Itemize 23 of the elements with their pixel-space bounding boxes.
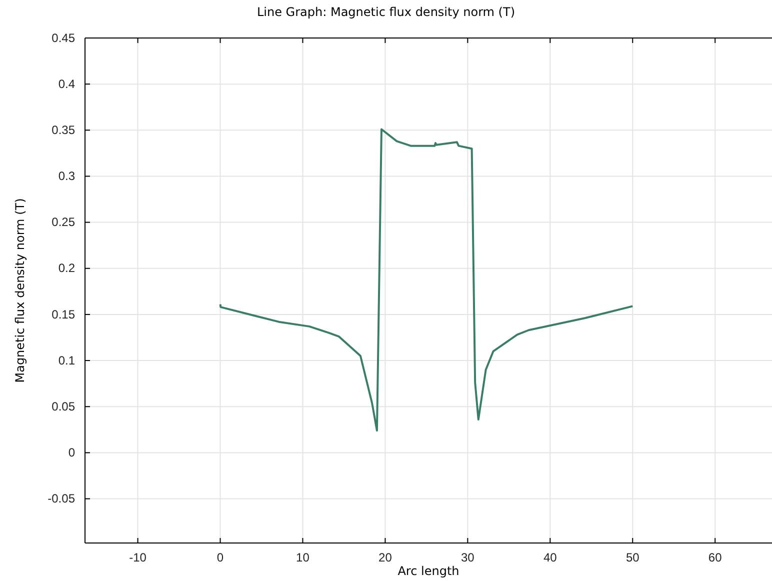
y-tick-label: 0.05	[52, 399, 76, 414]
x-tick-label: 10	[296, 550, 310, 565]
y-tick-label: 0.35	[52, 122, 76, 137]
chart-title: Line Graph: Magnetic flux density norm (T)	[256, 5, 516, 19]
x-tick-label: 20	[378, 550, 392, 565]
y-tick-label: 0.2	[58, 261, 76, 276]
y-tick-label: 0.4	[58, 76, 76, 91]
y-tick-label: 0.45	[52, 30, 76, 45]
x-tick-label: 40	[543, 550, 558, 565]
line-series	[219, 128, 634, 432]
x-tick-label: 0	[216, 550, 224, 565]
x-tick-label: 30	[460, 550, 475, 565]
y-tick-label: 0.3	[58, 169, 76, 184]
y-tick-label: 0.25	[52, 215, 76, 230]
y-tick-label: 0	[68, 446, 76, 460]
x-tick-label: 60	[708, 550, 722, 565]
y-axis-title: Magnetic flux density norm (T)	[13, 198, 27, 383]
y-tick-label: 0.15	[52, 307, 76, 322]
y-tick-label: 0.1	[58, 353, 76, 368]
x-axis-title: Arc length	[398, 564, 460, 578]
x-tick-label: 50	[626, 550, 640, 565]
y-tick-label: -0.05	[48, 492, 76, 506]
x-tick-label: -10	[129, 550, 147, 565]
